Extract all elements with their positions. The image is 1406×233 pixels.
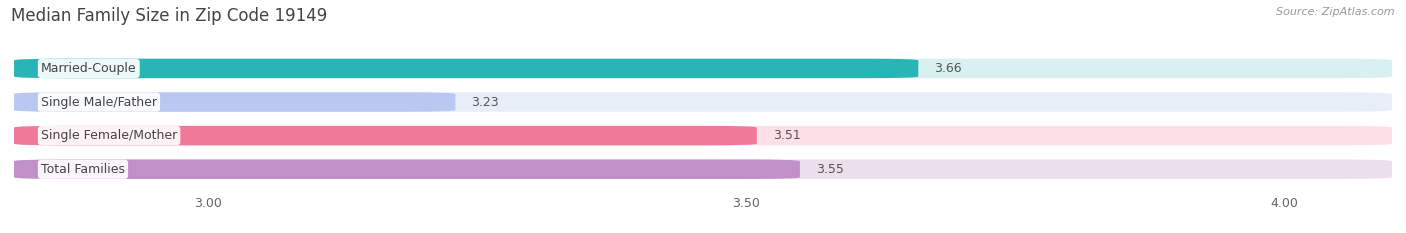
FancyBboxPatch shape [14, 126, 756, 145]
Text: Married-Couple: Married-Couple [41, 62, 136, 75]
Text: Total Families: Total Families [41, 163, 125, 176]
FancyBboxPatch shape [14, 92, 456, 112]
FancyBboxPatch shape [14, 59, 1392, 78]
Text: 3.23: 3.23 [471, 96, 499, 109]
FancyBboxPatch shape [14, 126, 1392, 145]
FancyBboxPatch shape [14, 159, 1392, 179]
Text: 3.66: 3.66 [935, 62, 962, 75]
Text: 3.55: 3.55 [815, 163, 844, 176]
FancyBboxPatch shape [14, 159, 800, 179]
Text: Source: ZipAtlas.com: Source: ZipAtlas.com [1277, 7, 1395, 17]
Text: Median Family Size in Zip Code 19149: Median Family Size in Zip Code 19149 [11, 7, 328, 25]
Text: 3.51: 3.51 [773, 129, 801, 142]
Text: Single Female/Mother: Single Female/Mother [41, 129, 177, 142]
Text: Single Male/Father: Single Male/Father [41, 96, 157, 109]
FancyBboxPatch shape [14, 59, 918, 78]
FancyBboxPatch shape [14, 92, 1392, 112]
